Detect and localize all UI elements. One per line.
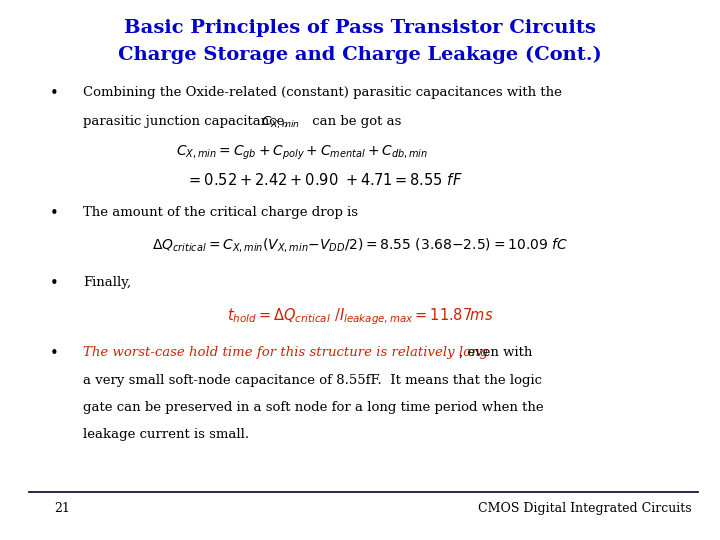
Text: $\Delta Q_{critical} = C_{X,min}(V_{X,min}\mathrm{-}V_{DD}/2)\mathrm{=}8.55\ (3.: $\Delta Q_{critical} = C_{X,min}(V_{X,mi… <box>152 236 568 254</box>
Text: gate can be preserved in a soft node for a long time period when the: gate can be preserved in a soft node for… <box>83 401 544 414</box>
Text: $= 0.52 + 2.42 + 0.90\ +4.71 = 8.55\ fF$: $= 0.52 + 2.42 + 0.90\ +4.71 = 8.55\ fF$ <box>186 172 462 188</box>
Bar <box>20 523 27 528</box>
Text: •: • <box>50 276 58 292</box>
Bar <box>20 503 27 508</box>
Bar <box>48 523 55 528</box>
Text: $C_{X,min}$: $C_{X,min}$ <box>261 115 300 131</box>
Text: Finally,: Finally, <box>83 276 131 289</box>
Text: •: • <box>50 206 58 221</box>
Text: The worst-case hold time for this structure is relatively long: The worst-case hold time for this struct… <box>83 346 488 359</box>
Text: can be got as: can be got as <box>308 115 402 128</box>
Bar <box>48 512 55 518</box>
Text: •: • <box>50 346 58 361</box>
Bar <box>20 512 27 518</box>
Text: CMOS Digital Integrated Circuits: CMOS Digital Integrated Circuits <box>477 502 691 515</box>
Text: •: • <box>50 86 58 102</box>
Text: leakage current is small.: leakage current is small. <box>83 428 249 441</box>
Text: $C_{X,min} = C_{gb} + C_{poly} + C_{mental} + C_{db,min}$: $C_{X,min} = C_{gb} + C_{poly} + C_{ment… <box>176 144 428 163</box>
Text: The amount of the critical charge drop is: The amount of the critical charge drop i… <box>83 206 358 219</box>
Text: , even with: , even with <box>459 346 532 359</box>
Text: Charge Storage and Charge Leakage (Cont.): Charge Storage and Charge Leakage (Cont.… <box>118 46 602 64</box>
Text: $t_{hold} = \Delta Q_{critical}\ /I_{leakage,max}\mathrm{=}11.87ms$: $t_{hold} = \Delta Q_{critical}\ /I_{lea… <box>227 306 493 327</box>
Text: Basic Principles of Pass Transistor Circuits: Basic Principles of Pass Transistor Circ… <box>124 19 596 37</box>
Text: Combining the Oxide-related (constant) parasitic capacitances with the: Combining the Oxide-related (constant) p… <box>83 86 562 99</box>
Text: 21: 21 <box>54 502 70 515</box>
Text: a very small soft-node capacitance of 8.55fF.  It means that the logic: a very small soft-node capacitance of 8.… <box>83 374 541 387</box>
Bar <box>48 503 55 508</box>
Text: parasitic junction capacitance,: parasitic junction capacitance, <box>83 115 292 128</box>
